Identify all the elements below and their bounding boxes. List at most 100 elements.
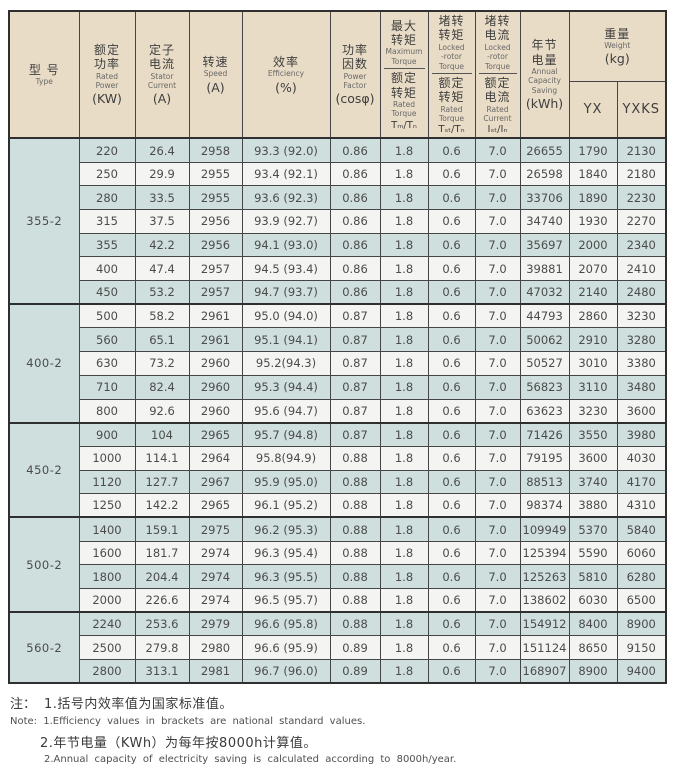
- cell-locked-current-ratio: 7.0: [474, 445, 521, 471]
- table-row: 560 65.1 2961 95.1 (94.1) 0.87 1.8 0.6 7.0 50062…: [9, 327, 667, 353]
- cell-speed: 2957: [188, 256, 243, 282]
- cell-weight-yx: 3880: [568, 493, 618, 518]
- header-type: 型 号 Type: [8, 10, 80, 139]
- cell-efficiency: 93.6 (92.3): [241, 185, 331, 210]
- note-2-en: 2.Annual capacity of electricity saving …: [44, 754, 457, 766]
- cell-power-factor: 0.86: [329, 161, 381, 187]
- cell-speed: 2979: [188, 611, 243, 637]
- cell-locked-current-ratio: 7.0: [474, 659, 521, 684]
- table-row: 355-2 220 26.4 2958 93.3 (92.0) 0.86 1.8 0.6 7.0…: [8, 137, 667, 305]
- cell-weight-yx: 6030: [568, 588, 618, 613]
- cell-weight-yxks: 4170: [616, 469, 667, 495]
- cell-weight-yxks: 3600: [616, 398, 667, 424]
- note-1-en: Note: 1.Efficiency values in brackets ar…: [10, 715, 366, 727]
- note-1-zh: 注： 1.括号内效率值为国家标准值。: [10, 696, 665, 714]
- cell-weight-yxks: 6500: [616, 588, 667, 613]
- header-weight-yxks: YXKS: [616, 81, 667, 139]
- cell-annual-saving: 35697: [519, 232, 570, 258]
- table-row: 800 92.6 2960 95.6 (94.7) 0.87 1.8 0.6 7.0 63623…: [9, 398, 667, 424]
- cell-efficiency: 96.2 (95.3): [241, 516, 331, 542]
- cell-annual-saving: 26655: [519, 137, 570, 163]
- cell-efficiency: 96.6 (95.8): [241, 611, 331, 637]
- cell-locked-torque-ratio: 0.6: [427, 659, 476, 684]
- cell-power-factor: 0.87: [329, 374, 381, 400]
- cell-rated-power: 630: [78, 351, 136, 376]
- header-weight-en: Weight: [604, 41, 631, 51]
- cell-efficiency: 96.6 (95.9): [241, 635, 331, 661]
- model-cell: 560-2: [8, 611, 80, 684]
- header-weight-yx: YX: [568, 81, 618, 139]
- cell-locked-current-ratio: 7.0: [474, 351, 521, 376]
- cell-locked-current-ratio: 7.0: [474, 564, 521, 589]
- cell-weight-yxks: 3480: [616, 374, 667, 400]
- cell-locked-current-ratio: 7.0: [474, 185, 521, 210]
- cell-rated-power: 280: [78, 185, 136, 210]
- max-torque-en: Maximum Torque: [385, 47, 423, 66]
- cell-weight-yx: 8650: [568, 635, 618, 661]
- cell-weight-yx: 3550: [568, 421, 618, 447]
- cell-weight-yxks: 2340: [616, 232, 667, 258]
- cell-locked-torque-ratio: 0.6: [427, 635, 476, 661]
- cell-locked-torque-ratio: 0.6: [427, 445, 476, 471]
- cell-stator-current: 127.7: [134, 469, 190, 495]
- cell-efficiency: 93.9 (92.7): [241, 209, 331, 234]
- cell-max-torque-ratio: 1.8: [379, 351, 429, 376]
- cell-max-torque-ratio: 1.8: [379, 564, 429, 589]
- cell-stator-current: 114.1: [134, 445, 190, 471]
- header-power-factor-zh: 功率 因数: [341, 42, 368, 72]
- model-cell: 500-2: [8, 516, 80, 613]
- cell-stator-current: 58.2: [134, 303, 190, 329]
- max-torque-symbol: Tₘ/Tₙ: [391, 119, 417, 131]
- cell-weight-yx: 1790: [568, 137, 618, 163]
- cell-locked-torque-ratio: 0.6: [427, 588, 476, 613]
- header-rated-power-zh: 额定 功率: [93, 42, 120, 72]
- cell-weight-yxks: 2480: [616, 280, 667, 305]
- table-row: 400-2 500 58.2 2961 95.0 (94.0) 0.87 1.8 0.6 7.0…: [8, 303, 667, 424]
- cell-locked-current-ratio: 7.0: [474, 611, 521, 637]
- cell-locked-current-ratio: 7.0: [474, 635, 521, 661]
- cell-efficiency: 95.3 (94.4): [241, 374, 331, 400]
- header-stator-current-en: Stator Current: [147, 71, 177, 91]
- table-row: 2800 313.1 2981 96.7 (96.0) 0.89 1.8 0.6 7.0 168…: [9, 659, 667, 684]
- cell-rated-power: 1250: [78, 493, 136, 518]
- cell-rated-power: 500: [78, 303, 136, 329]
- cell-locked-torque-ratio: 0.6: [427, 469, 476, 495]
- cell-speed: 2974: [188, 588, 243, 613]
- cell-locked-current-ratio: 7.0: [474, 209, 521, 234]
- cell-max-torque-ratio: 1.8: [379, 659, 429, 684]
- cell-locked-torque-ratio: 0.6: [427, 256, 476, 282]
- cell-power-factor: 0.86: [329, 256, 381, 282]
- cell-rated-power: 1800: [78, 564, 136, 589]
- cell-max-torque-ratio: 1.8: [379, 185, 429, 210]
- cell-rated-power: 1400: [78, 516, 136, 542]
- cell-stator-current: 159.1: [134, 516, 190, 542]
- cell-locked-current-ratio: 7.0: [474, 516, 521, 542]
- header-rated-power-unit: (KW): [92, 91, 122, 107]
- cell-efficiency: 95.7 (94.8): [241, 421, 331, 447]
- cell-locked-current-ratio: 7.0: [474, 327, 521, 353]
- cell-locked-torque-ratio: 0.6: [427, 161, 476, 187]
- header-weight-yxks-label: YXKS: [622, 102, 661, 118]
- cell-annual-saving: 154912: [519, 611, 570, 637]
- cell-locked-torque-ratio: 0.6: [427, 137, 476, 163]
- cell-max-torque-ratio: 1.8: [379, 421, 429, 447]
- header-speed: 转速 Speed (A): [188, 10, 243, 139]
- cell-locked-current-ratio: 7.0: [474, 161, 521, 187]
- header-stator-current-zh: 定子 电流: [148, 42, 175, 72]
- cell-stator-current: 279.8: [134, 635, 190, 661]
- cell-speed: 2975: [188, 516, 243, 542]
- cell-stator-current: 65.1: [134, 327, 190, 353]
- cell-annual-saving: 39881: [519, 256, 570, 282]
- header-power-factor-en: Power Factor: [343, 71, 367, 91]
- locked-current-numerator: 堵转 电流 Locked -rotor Torque: [478, 14, 517, 74]
- locked-current-symbol: Iₛₜ/Iₙ: [487, 124, 508, 136]
- cell-weight-yx: 1840: [568, 161, 618, 187]
- table-header: 型 号 Type 额定 功率 Rated Power (KW) 定子 电流 St…: [8, 10, 667, 139]
- cell-annual-saving: 138602: [519, 588, 570, 613]
- header-stator-current-unit: (A): [152, 91, 172, 107]
- locked-torque-en: Locked -rotor Torque: [438, 42, 465, 71]
- table-row: 280 33.5 2955 93.6 (92.3) 0.86 1.8 0.6 7.0 33706…: [9, 185, 667, 210]
- cell-locked-current-ratio: 7.0: [474, 256, 521, 282]
- cell-annual-saving: 109949: [519, 516, 570, 542]
- header-rated-power: 额定 功率 Rated Power (KW): [78, 10, 136, 139]
